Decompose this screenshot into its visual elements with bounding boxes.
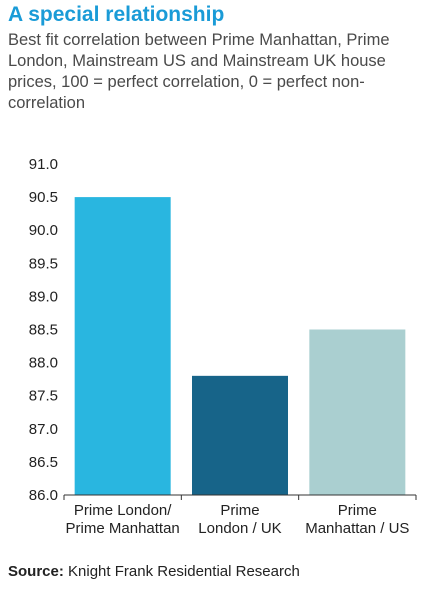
source-label: Source: [8,563,64,580]
chart-subtitle: Best fit correlation between Prime Manha… [8,31,390,112]
x-category-label: Prime [338,502,377,519]
bar [192,375,288,495]
bars [74,197,406,495]
y-tick-label: 86.0 [29,487,58,504]
y-tick-label: 89.0 [29,288,58,305]
source-text: Knight Frank Residential Research [63,563,300,580]
chart-title: A special relationship [8,3,225,26]
x-category-label: Prime Manhattan [66,520,180,537]
y-axis: 86.0 86.5 87.0 87.5 88.0 88.5 89.0 89.5 90.0 90.5… [29,156,58,504]
x-category-label: Prime [220,502,259,519]
source-note: Source: Knight Frank Residential Researc… [8,563,300,580]
y-tick-label: 90.0 [29,222,58,239]
y-tick-label: 89.5 [29,255,58,272]
y-tick-label: 90.5 [29,189,58,206]
bar [309,329,406,495]
x-category-label: Manhattan / US [305,520,409,537]
y-tick-label: 87.0 [29,421,58,438]
x-axis: Prime London/Prime ManhattanPrimeLondon … [63,494,417,537]
bar [74,197,171,495]
x-category-label: London / UK [198,520,281,537]
y-tick-label: 86.5 [29,454,58,471]
x-category-label: Prime London/ [74,502,172,519]
y-tick-label: 91.0 [29,156,58,173]
y-tick-label: 88.0 [29,355,58,372]
y-tick-label: 87.5 [29,388,58,405]
y-tick-label: 88.5 [29,322,58,339]
bar-chart: 86.0 86.5 87.0 87.5 88.0 88.5 89.0 89.5 90.0 90.5… [29,156,417,537]
